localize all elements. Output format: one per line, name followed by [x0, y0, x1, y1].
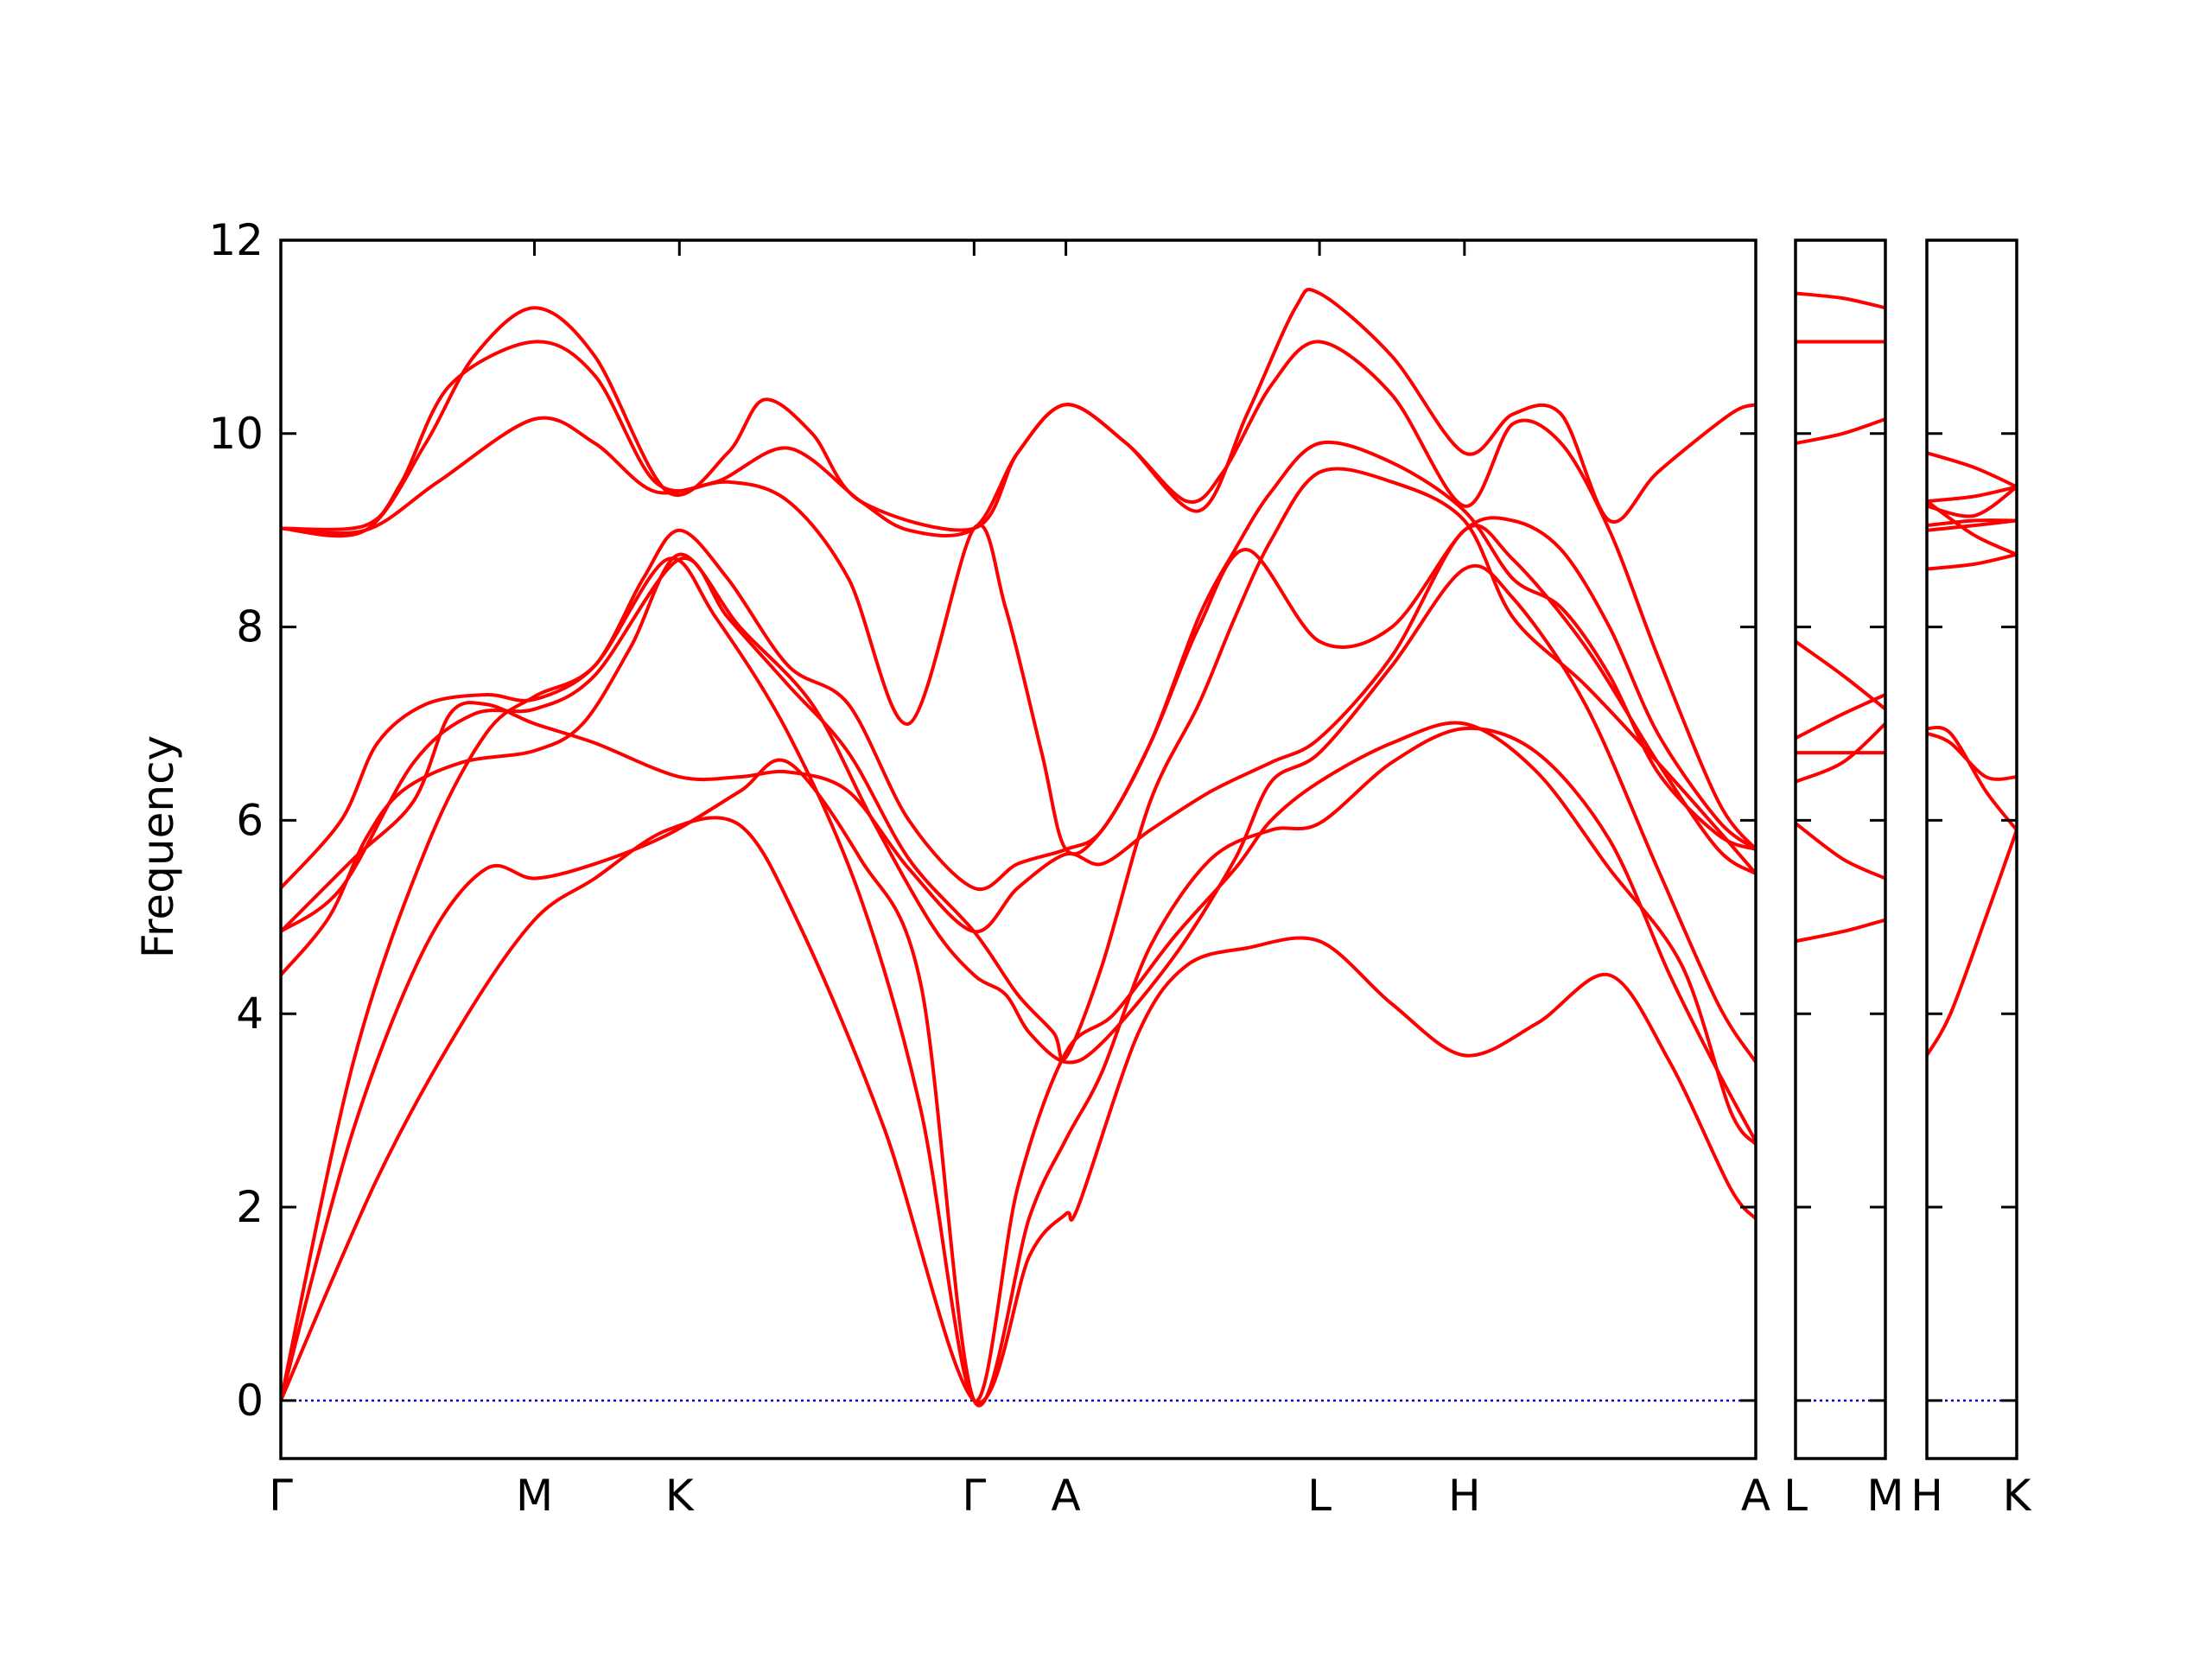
panel-frame: [1794, 238, 1887, 1460]
bands: [1927, 451, 2017, 1058]
band-line: [1927, 552, 2017, 571]
band-line: [1796, 918, 1885, 944]
band-line: [1796, 291, 1885, 310]
x-tick-label: Γ: [269, 1471, 293, 1521]
band-line: [1927, 485, 2017, 518]
band-line: [281, 524, 1756, 934]
y-tick-label: 0: [236, 1376, 264, 1426]
bands: [281, 288, 1756, 1408]
band-line: [1927, 485, 2017, 504]
band-line: [1927, 731, 2017, 781]
band-line: [281, 726, 1756, 1408]
y-tick-label: 8: [236, 602, 264, 652]
band-line: [281, 288, 1756, 538]
x-tick-label: L: [1783, 1471, 1808, 1521]
band-line: [281, 556, 1756, 1403]
x-tick-label: H: [1910, 1471, 1943, 1521]
band-line: [1796, 821, 1885, 880]
panel-frame: [1925, 238, 2018, 1460]
x-tick-label: A: [1741, 1471, 1770, 1521]
x-tick-label: K: [665, 1471, 695, 1521]
band-line: [281, 416, 1756, 856]
band-line: [1796, 417, 1885, 445]
y-tick-label: 12: [208, 215, 264, 265]
y-tick-label: 6: [236, 795, 264, 845]
band-line: [281, 816, 1756, 1405]
x-tick-label: H: [1448, 1471, 1481, 1521]
x-tick-label: K: [2003, 1471, 2032, 1521]
x-tick-label: M: [516, 1471, 553, 1521]
panel-1: Γ M K Γ A L H A 0 2 4 6 8 10 12: [208, 215, 1770, 1521]
y-tick-label: 4: [236, 988, 264, 1039]
x-tick-label: Γ: [962, 1471, 986, 1521]
band-line: [1927, 518, 2017, 528]
band-line: [1796, 693, 1885, 741]
x-tick-label: M: [1866, 1471, 1904, 1521]
x-tick-label: L: [1307, 1471, 1332, 1521]
band-line: [281, 440, 1756, 892]
x-tick-label: A: [1051, 1471, 1080, 1521]
band-line: [1927, 828, 2017, 1058]
bands: [1796, 291, 1885, 944]
panel-frame: [279, 238, 1758, 1460]
band-line: [281, 340, 1756, 851]
y-tick-label: 2: [236, 1182, 264, 1232]
band-line: [1796, 721, 1885, 784]
band-line: [1796, 639, 1885, 711]
band-line: [281, 552, 1756, 1065]
y-tick-label: 10: [208, 409, 264, 459]
band-line: [1927, 451, 2017, 489]
y-axis-label: Frequency: [133, 735, 183, 958]
band-line: [281, 467, 1756, 1062]
